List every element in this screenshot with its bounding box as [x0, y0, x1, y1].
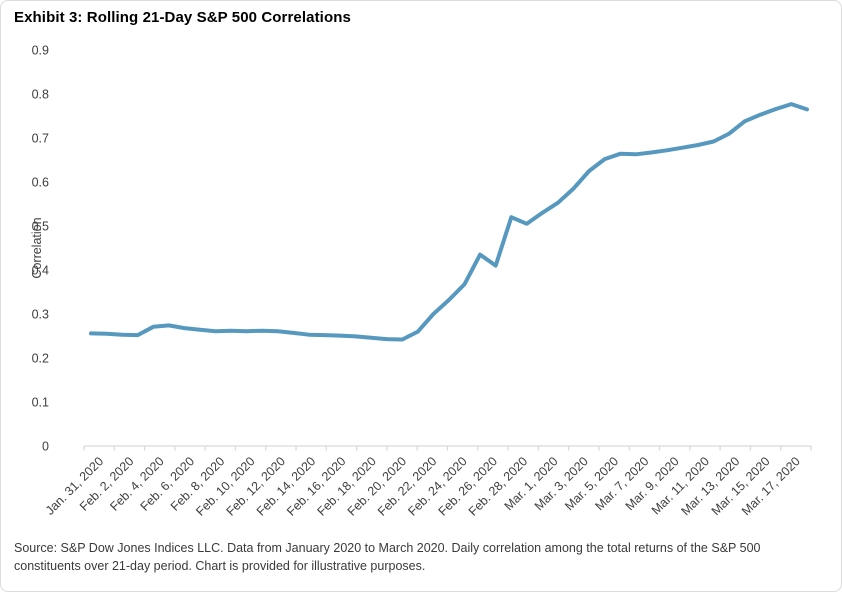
y-tick-label: 0.8	[32, 88, 49, 102]
chart-title: Exhibit 3: Rolling 21-Day S&P 500 Correl…	[14, 9, 351, 26]
y-tick-label: 0.1	[32, 396, 49, 410]
y-tick-label: 0.4	[32, 264, 49, 278]
correlation-line	[89, 102, 809, 342]
y-tick-label: 0.5	[32, 220, 49, 234]
y-axis-title: Correlation	[30, 217, 44, 278]
y-tick-label: 0.6	[32, 176, 49, 190]
y-tick-label: 0.2	[32, 352, 49, 366]
y-tick-label: 0.9	[32, 44, 49, 58]
y-tick-label: 0.7	[32, 132, 49, 146]
y-tick-label: 0.3	[32, 308, 49, 322]
source-note: Source: S&P Dow Jones Indices LLC. Data …	[14, 541, 761, 573]
y-tick-label: 0	[42, 440, 49, 454]
